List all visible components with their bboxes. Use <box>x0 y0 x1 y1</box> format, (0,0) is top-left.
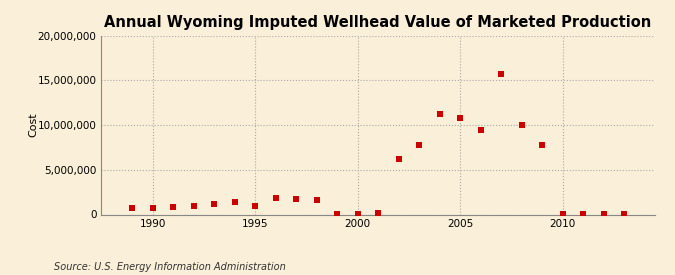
Point <box>270 196 281 201</box>
Point <box>516 123 527 127</box>
Point <box>618 212 629 216</box>
Point <box>598 212 609 216</box>
Point <box>291 197 302 201</box>
Point <box>167 205 178 210</box>
Point <box>454 116 465 120</box>
Point <box>331 212 342 216</box>
Point <box>434 111 445 116</box>
Point <box>495 72 506 76</box>
Point <box>475 127 486 132</box>
Point <box>393 157 404 161</box>
Point <box>578 211 589 216</box>
Point <box>229 200 240 205</box>
Point <box>209 202 219 206</box>
Point <box>250 204 261 208</box>
Text: Source: U.S. Energy Information Administration: Source: U.S. Energy Information Administ… <box>54 262 286 272</box>
Point <box>311 198 322 202</box>
Y-axis label: Cost: Cost <box>28 113 38 138</box>
Title: Annual Wyoming Imputed Wellhead Value of Marketed Production: Annual Wyoming Imputed Wellhead Value of… <box>105 15 651 31</box>
Point <box>414 142 425 147</box>
Point <box>188 204 199 209</box>
Point <box>373 211 383 215</box>
Point <box>557 212 568 216</box>
Point <box>537 142 547 147</box>
Point <box>352 212 363 216</box>
Point <box>147 206 158 210</box>
Point <box>127 206 138 210</box>
